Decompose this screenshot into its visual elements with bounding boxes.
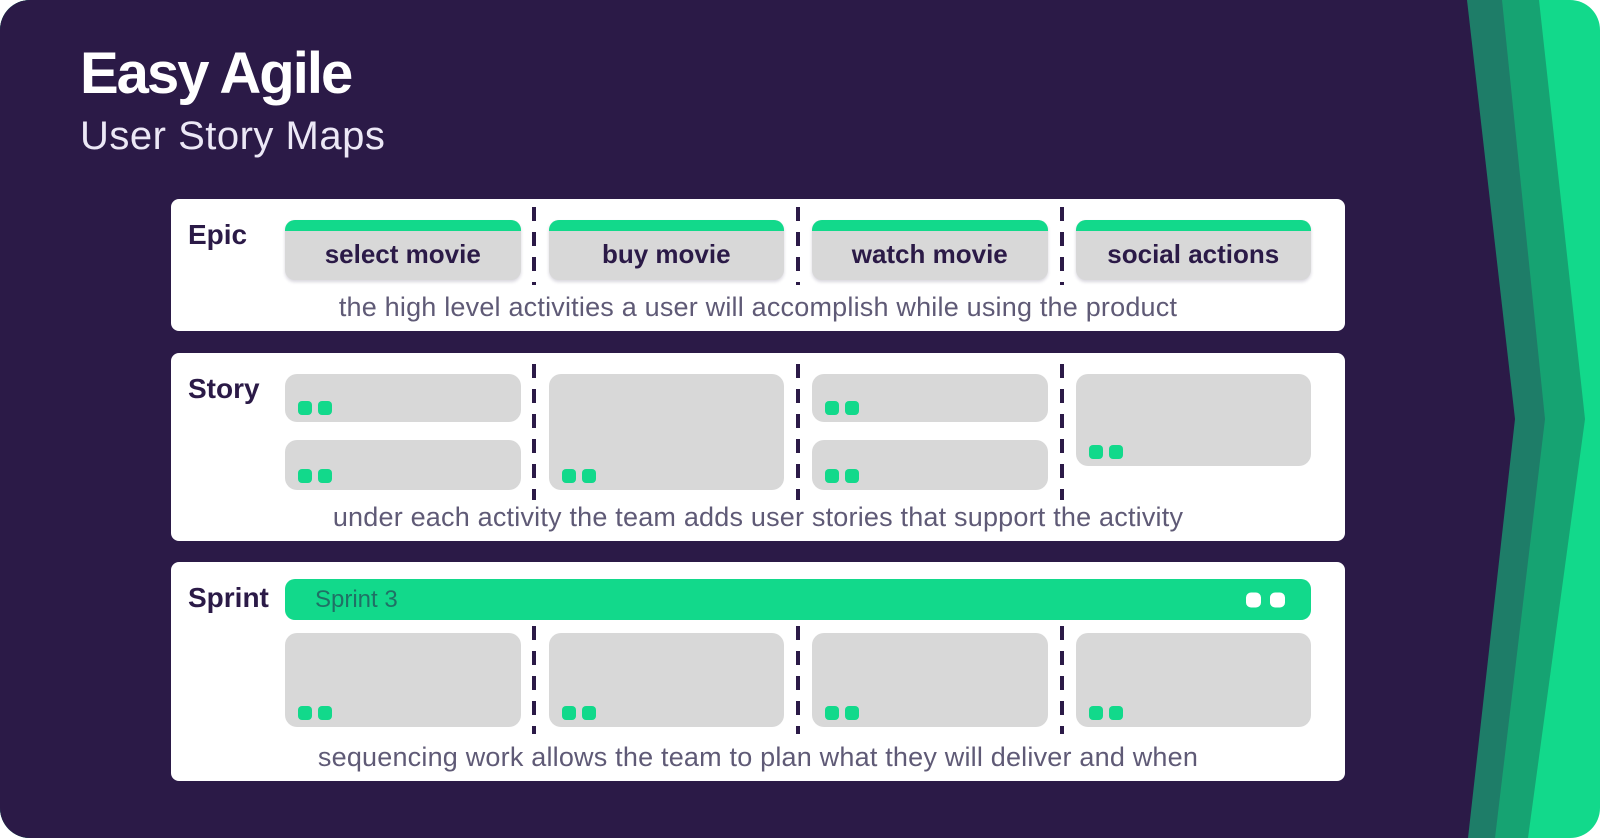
column-separator [796, 364, 800, 500]
dot-icon [1246, 592, 1261, 607]
card-dots [298, 401, 332, 415]
dot-icon [825, 469, 839, 483]
epic-card-accent-bar [285, 220, 521, 231]
story-caption: under each activity the team adds user s… [332, 502, 1184, 532]
sprint-cards-row [285, 633, 1311, 727]
epic-card-accent-bar [548, 220, 784, 231]
epic-card-label: social actions [1107, 238, 1280, 269]
dot-icon [845, 469, 859, 483]
column-separator [1060, 364, 1064, 500]
column-separator [532, 364, 536, 500]
story-column [812, 374, 1048, 490]
dot-icon [318, 401, 332, 415]
dot-icon [561, 469, 576, 483]
dot-icon [1270, 592, 1285, 607]
dot-icon [845, 401, 859, 415]
dot-icon [298, 401, 312, 415]
epic-card-select-movie: select movie [285, 220, 521, 280]
column-separator [796, 626, 800, 734]
card-dots [825, 401, 859, 415]
sprint-row-label: Sprint [188, 582, 269, 613]
sprint-card [548, 633, 784, 727]
card-dots [1088, 706, 1123, 720]
epic-card-accent-bar [1075, 220, 1311, 231]
card-dots [561, 469, 596, 483]
story-panel: Story [171, 353, 1345, 541]
story-column [1075, 374, 1311, 490]
dot-icon [825, 706, 839, 720]
dot-icon [298, 706, 312, 720]
column-separator [1060, 626, 1064, 734]
card-dots [1088, 445, 1123, 459]
brand-title: Easy Agile [80, 41, 353, 106]
dot-icon [1108, 706, 1123, 720]
dot-icon [1108, 445, 1123, 459]
sprint-card [285, 633, 521, 727]
dot-icon [825, 401, 839, 415]
sprint-card [812, 633, 1048, 727]
dot-icon [318, 706, 332, 720]
story-card [812, 440, 1048, 490]
sprint-bar-label: Sprint 3 [315, 585, 398, 613]
story-cards-area [285, 353, 1311, 541]
card-dots [561, 706, 596, 720]
page-title: User Story Maps [80, 113, 386, 158]
dot-icon [1088, 706, 1103, 720]
brand-header: Easy Agile User Story Maps [80, 41, 386, 159]
dot-icon [1088, 445, 1103, 459]
dot-icon [581, 706, 596, 720]
epic-card-label: select movie [324, 238, 481, 269]
card-dots [825, 706, 859, 720]
story-card [285, 440, 521, 490]
story-row-label: Story [188, 373, 260, 404]
epic-panel: Epic select movie buy movie [171, 199, 1345, 331]
story-card [1075, 374, 1311, 466]
epic-card-watch-movie: watch movie [812, 220, 1048, 280]
epic-row-label: Epic [188, 219, 248, 250]
dot-icon [298, 469, 312, 483]
story-card [548, 374, 784, 490]
story-card [812, 374, 1048, 422]
epic-card-social-actions: social actions [1075, 220, 1311, 280]
sprint-bar: Sprint 3 [285, 579, 1311, 620]
dot-icon [318, 469, 332, 483]
story-column [285, 374, 521, 490]
column-separator [1060, 207, 1064, 285]
column-separator [532, 207, 536, 285]
card-dots [298, 706, 332, 720]
epic-card-buy-movie: buy movie [548, 220, 784, 280]
story-card [285, 374, 521, 422]
dot-icon [581, 469, 596, 483]
sprint-bar-dots [1246, 592, 1285, 607]
epic-caption: the high level activities a user will ac… [338, 292, 1178, 322]
epic-card-accent-bar [812, 220, 1048, 231]
dot-icon [845, 706, 859, 720]
column-separator [532, 626, 536, 734]
epic-card-label: buy movie [601, 238, 731, 269]
epic-card-label: watch movie [851, 238, 1008, 269]
card-dots [298, 469, 332, 483]
column-separator [796, 207, 800, 285]
sprint-caption: sequencing work allows the team to plan … [317, 742, 1199, 772]
sprint-cards-area [285, 562, 1311, 781]
epic-cards-area: select movie buy movie watch movie socia… [285, 199, 1311, 331]
story-column [548, 374, 784, 490]
dot-icon [561, 706, 576, 720]
card-dots [825, 469, 859, 483]
sprint-panel: Sprint Sprint 3 [171, 562, 1345, 781]
sprint-card [1075, 633, 1311, 727]
